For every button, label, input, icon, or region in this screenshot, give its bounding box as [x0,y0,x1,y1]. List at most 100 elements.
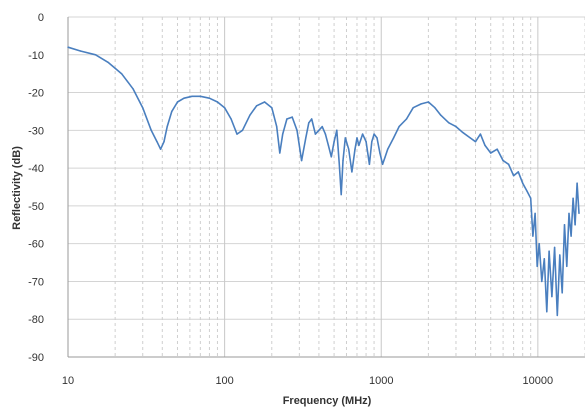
y-tick-label: -90 [28,352,44,364]
data-point [387,148,389,150]
data-point [308,122,310,124]
data-point [150,129,152,131]
data-point [324,133,327,135]
data-point [159,148,162,150]
y-tick-label: -20 [28,88,44,100]
data-point [578,212,580,215]
data-point [474,141,477,143]
data-point [351,171,353,173]
data-point [191,95,193,98]
data-point [559,254,561,256]
data-point [379,152,381,154]
data-point [296,129,298,131]
grid [67,16,585,357]
data-point [282,133,284,135]
data-point [365,141,367,143]
data-point [340,193,342,196]
data-point [536,265,538,267]
data-point [381,163,384,165]
data-point [344,137,346,139]
data-point [420,103,422,105]
data-point [398,125,400,128]
data-point [576,182,578,184]
data-point [358,144,360,147]
data-point [461,131,464,133]
data-point [230,118,232,120]
x-axis-label: Frequency (MHz) [283,395,372,407]
data-point [496,148,498,150]
data-point [300,159,303,162]
x-tick-label: 10000 [523,375,554,387]
data-point [530,197,532,199]
series-points [67,46,580,317]
data-point [548,250,550,252]
data-point [348,148,350,150]
data-point [183,97,185,99]
y-tick-label: -10 [28,50,44,62]
data-point [532,235,534,237]
data-point [286,118,288,120]
data-point [384,156,386,158]
y-tick-label: -50 [28,201,44,213]
x-tick-label: 10 [62,375,74,387]
data-point [541,280,543,283]
data-point [120,73,123,75]
data-point [512,175,515,177]
y-tick-label: -30 [28,125,44,137]
data-point [434,107,436,109]
tick-labels: 0 -10 -20 -30 -40 -50 -60 -70 -80 -90 10 100 1000 100… [28,12,553,387]
data-point [327,144,330,147]
x-tick-label: 1000 [369,375,393,387]
data-point [490,152,492,154]
data-point [236,133,238,135]
data-point [142,107,144,109]
data-point [574,224,576,226]
y-tick-label: 0 [38,12,44,24]
data-point [166,125,168,128]
y-tick-label: -80 [28,314,44,326]
data-point [354,148,356,150]
data-point [342,159,344,162]
y-tick-label: -60 [28,239,44,251]
data-point [440,114,442,116]
data-point [570,235,572,237]
data-point [271,107,273,109]
data-point [199,95,202,98]
data-point [553,246,556,249]
data-point [561,292,563,294]
data-point [311,118,313,120]
data-point [276,125,278,128]
data-point [563,224,566,226]
data-point [507,163,510,165]
data-point [543,258,545,260]
data-point [566,265,568,267]
data-point [538,243,540,245]
data-point [551,295,553,298]
data-point [314,133,317,135]
data-point [534,212,536,215]
data-point [526,190,528,192]
data-point [484,144,486,147]
data-point [522,182,524,184]
data-point [94,54,97,56]
data-point [132,88,134,90]
data-point [455,125,457,128]
data-point [338,163,340,165]
data-point [371,141,373,143]
data-point [176,101,179,103]
data-point [502,159,504,162]
data-point [556,314,558,317]
data-point [279,152,281,154]
data-point [305,137,307,139]
data-point [479,133,482,135]
data-point [373,133,375,135]
y-axis-label: Reflectivity (dB) [11,146,23,230]
data-point [67,46,69,48]
data-point [392,137,395,139]
data-point [333,141,335,143]
data-point [361,133,364,135]
data-point [368,163,371,165]
data-point [216,101,219,103]
